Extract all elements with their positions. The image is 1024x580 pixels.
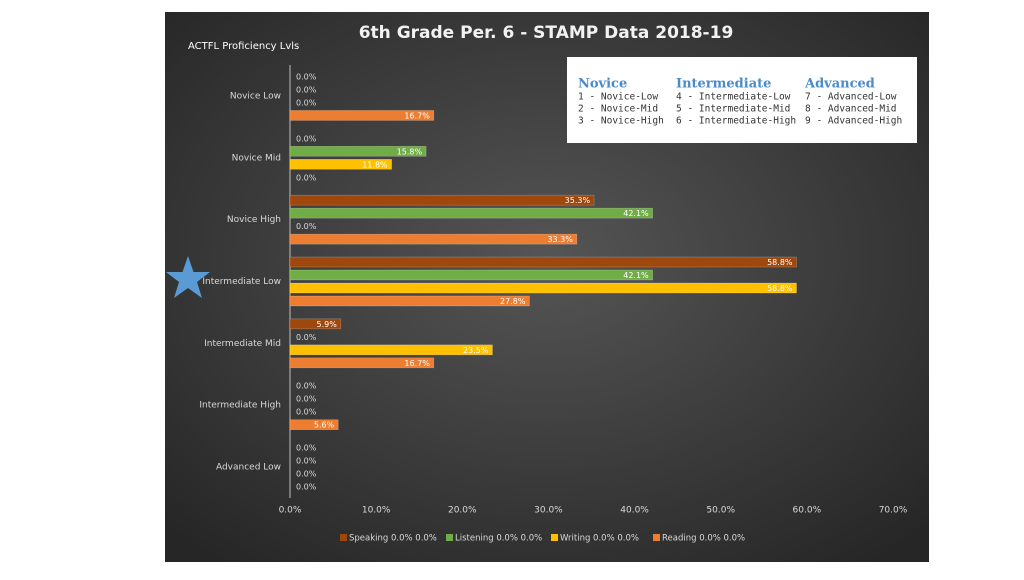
key-heading: Intermediate — [676, 77, 771, 92]
y-tick-label: Intermediate High — [199, 401, 281, 411]
bar — [289, 295, 530, 307]
data-label: 0.0% — [296, 408, 317, 417]
data-label: 42.1% — [623, 271, 649, 280]
x-tick-label: 70.0% — [879, 506, 908, 516]
data-label: 27.8% — [500, 297, 526, 306]
data-label: 58.8% — [767, 284, 793, 293]
data-label: 0.0% — [296, 382, 317, 391]
legend-label: Speaking 0.0% 0.0% — [349, 534, 437, 544]
x-tick-label: 20.0% — [448, 506, 477, 516]
data-label: 16.7% — [404, 359, 430, 368]
bar — [289, 344, 493, 356]
data-label: 0.0% — [296, 395, 317, 404]
y-tick-label: Novice High — [227, 215, 281, 225]
bar — [289, 318, 342, 330]
x-tick-label: 10.0% — [362, 506, 391, 516]
legend-swatch — [446, 534, 453, 541]
y-tick-label: Advanced Low — [216, 463, 281, 473]
x-tick-label: 30.0% — [534, 506, 563, 516]
legend-label: Reading 0.0% 0.0% — [662, 534, 745, 544]
data-label: 35.3% — [565, 196, 591, 205]
bar — [289, 256, 797, 268]
legend-swatch — [653, 534, 660, 541]
data-label: 0.0% — [296, 483, 317, 492]
y-tick-label: Intermediate Low — [202, 277, 281, 287]
y-tick-label: Novice Mid — [232, 153, 281, 163]
key-item: 6 - Intermediate-High — [676, 116, 796, 127]
key-item: 1 - Novice-Low — [578, 92, 658, 103]
data-label: 0.0% — [296, 470, 317, 479]
data-label: 15.8% — [397, 147, 423, 156]
bar — [289, 207, 653, 219]
bar — [289, 282, 797, 294]
data-label: 11.8% — [362, 160, 388, 169]
data-label: 0.0% — [296, 72, 317, 81]
data-label: 0.0% — [296, 444, 317, 453]
bar — [289, 110, 435, 121]
data-label: 0.0% — [296, 173, 317, 182]
key-heading: Novice — [578, 77, 627, 92]
legend-label: Writing 0.0% 0.0% — [560, 534, 639, 544]
data-label: 0.0% — [296, 134, 317, 143]
data-label: 16.7% — [404, 111, 430, 120]
key-item: 2 - Novice-Mid — [578, 104, 658, 115]
legend-swatch — [551, 534, 558, 541]
data-label: 0.0% — [296, 222, 317, 231]
key-item: 7 - Advanced-Low — [805, 92, 897, 103]
key-item: 5 - Intermediate-Mid — [676, 104, 790, 115]
x-tick-label: 40.0% — [620, 506, 649, 516]
chart-title: 6th Grade Per. 6 - STAMP Data 2018-19 — [359, 23, 734, 43]
data-label: 33.3% — [547, 235, 573, 244]
key-item: 3 - Novice-High — [578, 116, 664, 127]
bar — [289, 419, 339, 430]
y-tick-label: Novice Low — [230, 91, 281, 101]
data-label: 23.5% — [463, 346, 489, 355]
x-tick-label: 60.0% — [793, 506, 822, 516]
key-item: 8 - Advanced-Mid — [805, 104, 897, 115]
key-item: 4 - Intermediate-Low — [676, 92, 791, 103]
y-tick-label: Intermediate Mid — [204, 339, 281, 349]
x-tick-label: 50.0% — [706, 506, 735, 516]
data-label: 0.0% — [296, 98, 317, 107]
data-label: 0.0% — [296, 457, 317, 466]
data-label: 42.1% — [623, 209, 649, 218]
data-label: 0.0% — [296, 85, 317, 94]
bar — [289, 269, 653, 281]
data-label: 5.9% — [316, 320, 337, 329]
data-label: 0.0% — [296, 333, 317, 342]
axis-label: ACTFL Proficiency Lvls — [188, 41, 299, 52]
bar — [289, 159, 392, 170]
data-label: 58.8% — [767, 258, 793, 267]
x-tick-label: 0.0% — [279, 506, 302, 516]
bar — [289, 194, 595, 206]
proficiency-key-box — [567, 57, 917, 143]
legend-swatch — [340, 534, 347, 541]
data-label: 5.6% — [314, 421, 335, 430]
bar — [289, 357, 435, 369]
key-item: 9 - Advanced-High — [805, 116, 902, 127]
star — [166, 256, 210, 298]
key-heading: Advanced — [804, 77, 875, 92]
bar — [289, 146, 427, 157]
bar — [289, 233, 578, 245]
legend-label: Listening 0.0% 0.0% — [455, 534, 542, 544]
